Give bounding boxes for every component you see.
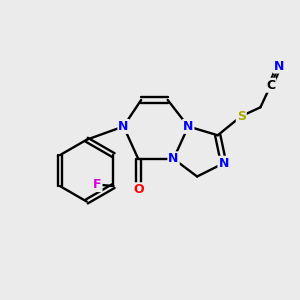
Text: C: C [266, 79, 275, 92]
Text: S: S [237, 110, 246, 123]
Text: N: N [274, 60, 284, 73]
Text: F: F [93, 178, 101, 191]
Text: N: N [183, 120, 194, 133]
Text: N: N [218, 157, 229, 170]
Text: N: N [118, 120, 129, 133]
Text: N: N [168, 152, 179, 165]
Text: O: O [133, 183, 143, 196]
